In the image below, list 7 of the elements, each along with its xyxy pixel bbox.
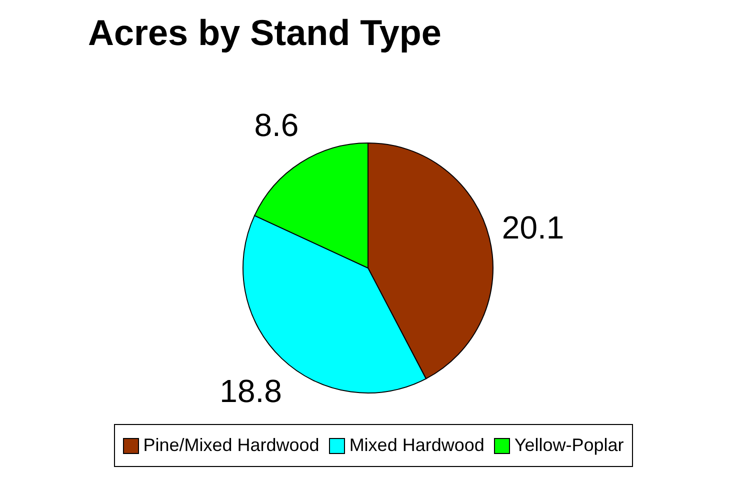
chart-title: Acres by Stand Type — [88, 12, 442, 54]
data-label: 20.1 — [502, 209, 564, 246]
legend-label: Yellow-Poplar — [514, 435, 624, 456]
legend-label: Pine/Mixed Hardwood — [143, 435, 320, 456]
data-label: 8.6 — [254, 106, 299, 143]
legend-label: Mixed Hardwood — [349, 435, 484, 456]
data-label: 18.8 — [220, 373, 282, 410]
